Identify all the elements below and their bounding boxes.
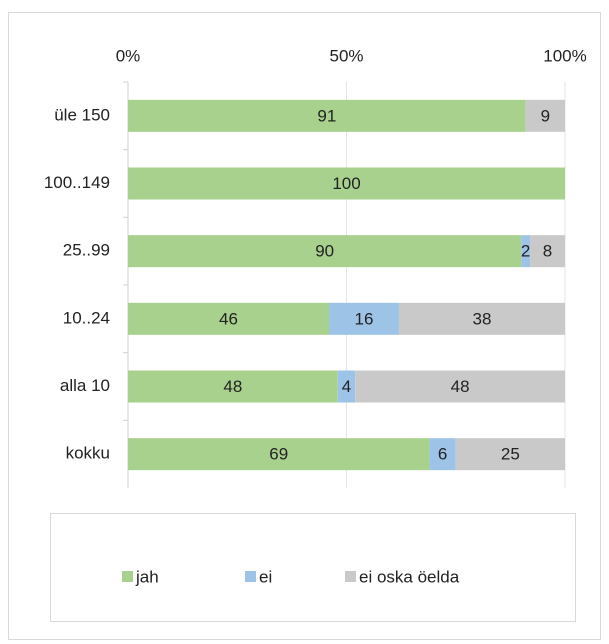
bar-segment [128, 438, 430, 471]
bar-segment [525, 99, 565, 132]
data-label: 2 [521, 242, 530, 261]
x-tick-label: 0% [116, 46, 141, 65]
data-label: 48 [451, 377, 470, 396]
y-tick-label: alla 10 [60, 376, 110, 395]
bar-segment [429, 438, 456, 471]
y-tick-label: kokku [66, 444, 110, 463]
bar-segment [128, 99, 526, 132]
bar-segment [128, 167, 565, 200]
y-tick-label: 25..99 [63, 241, 110, 260]
data-label: 4 [342, 377, 351, 396]
bar-segment [355, 370, 565, 403]
y-tick-label: 10..24 [63, 308, 110, 327]
bar-segment [337, 370, 356, 403]
legend-swatch [122, 571, 133, 582]
x-tick-label: 100% [543, 46, 586, 65]
legend-swatch [345, 571, 356, 582]
data-label: 48 [223, 377, 242, 396]
legend-label: ei [259, 567, 272, 586]
data-label: 25 [501, 445, 520, 464]
data-label: 6 [438, 445, 447, 464]
legend-label: ei oska öelda [359, 567, 460, 586]
bar-segment [398, 302, 565, 335]
bar-segment [329, 302, 399, 335]
x-tick-label: 50% [329, 46, 363, 65]
bar-segment [521, 235, 531, 268]
y-tick-label: üle 150 [54, 105, 110, 124]
bar-segment [128, 302, 330, 335]
data-label: 69 [269, 445, 288, 464]
data-label: 8 [543, 242, 552, 261]
y-tick-label: 100..149 [44, 173, 110, 192]
legend-label: jah [135, 567, 159, 586]
data-label: 38 [473, 309, 492, 328]
bar-segment [128, 235, 522, 268]
bar-segment [128, 370, 338, 403]
data-label: 90 [315, 242, 334, 261]
data-label: 9 [541, 106, 550, 125]
bar-segment [455, 438, 565, 471]
data-label: 100 [332, 174, 360, 193]
data-label: 16 [355, 309, 374, 328]
data-label: 46 [219, 309, 238, 328]
data-label: 91 [317, 106, 336, 125]
legend-swatch [245, 571, 256, 582]
bar-segment [530, 235, 565, 268]
legend-box [50, 513, 576, 622]
